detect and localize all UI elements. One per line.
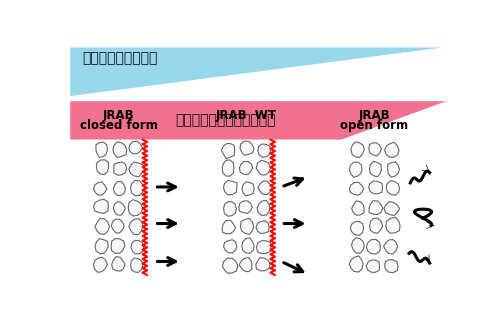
Polygon shape (96, 142, 108, 157)
Polygon shape (128, 200, 142, 216)
Polygon shape (112, 257, 125, 271)
Polygon shape (129, 218, 143, 234)
Polygon shape (129, 141, 142, 154)
Polygon shape (240, 257, 252, 272)
Polygon shape (352, 201, 364, 215)
Polygon shape (114, 202, 126, 215)
Polygon shape (258, 181, 272, 195)
Polygon shape (242, 182, 254, 196)
Polygon shape (370, 161, 382, 177)
Polygon shape (349, 256, 363, 272)
Polygon shape (384, 240, 398, 254)
Polygon shape (113, 142, 127, 157)
Text: JRAB: JRAB (103, 109, 134, 122)
Polygon shape (70, 47, 442, 96)
Polygon shape (352, 238, 364, 253)
Polygon shape (369, 181, 382, 194)
Polygon shape (70, 101, 446, 139)
Polygon shape (240, 141, 254, 155)
Polygon shape (370, 218, 382, 233)
Text: closed form: closed form (80, 119, 158, 132)
Polygon shape (224, 180, 237, 195)
Polygon shape (240, 162, 252, 175)
Text: 先頭細胞での牏引力: 先頭細胞での牏引力 (82, 51, 157, 65)
Polygon shape (111, 238, 125, 253)
Polygon shape (222, 220, 235, 234)
Polygon shape (256, 221, 269, 233)
Polygon shape (256, 258, 270, 271)
Polygon shape (366, 260, 380, 272)
Polygon shape (351, 142, 364, 157)
Polygon shape (388, 162, 400, 177)
Polygon shape (114, 182, 126, 196)
Polygon shape (131, 240, 144, 254)
Polygon shape (94, 257, 108, 272)
Polygon shape (96, 160, 108, 175)
Polygon shape (224, 240, 237, 253)
Polygon shape (129, 162, 144, 177)
Polygon shape (94, 199, 108, 213)
Text: open form: open form (340, 119, 408, 132)
Polygon shape (239, 201, 252, 213)
Polygon shape (94, 182, 107, 195)
Polygon shape (258, 144, 270, 157)
Polygon shape (386, 217, 400, 233)
Text: 細胞集団の効率の良い動き: 細胞集団の効率の良い動き (175, 113, 276, 127)
Polygon shape (130, 181, 144, 196)
Text: JRAB  WT: JRAB WT (216, 109, 277, 122)
Polygon shape (257, 201, 270, 215)
Polygon shape (384, 142, 399, 157)
Polygon shape (222, 160, 234, 176)
Polygon shape (114, 162, 126, 175)
Polygon shape (349, 162, 362, 177)
Polygon shape (384, 260, 398, 273)
Polygon shape (95, 239, 108, 254)
Polygon shape (256, 241, 271, 254)
Polygon shape (222, 143, 234, 159)
Polygon shape (112, 219, 124, 233)
Polygon shape (256, 160, 270, 175)
Polygon shape (130, 258, 142, 272)
Polygon shape (366, 239, 380, 254)
Polygon shape (369, 201, 383, 214)
Polygon shape (369, 143, 382, 156)
Polygon shape (386, 181, 400, 195)
Polygon shape (384, 202, 400, 215)
Polygon shape (350, 182, 364, 195)
Polygon shape (222, 258, 238, 273)
Polygon shape (242, 238, 254, 253)
Polygon shape (95, 218, 110, 234)
Polygon shape (350, 221, 364, 235)
Polygon shape (224, 202, 236, 216)
Polygon shape (240, 218, 254, 234)
Text: JRAB: JRAB (358, 109, 390, 122)
